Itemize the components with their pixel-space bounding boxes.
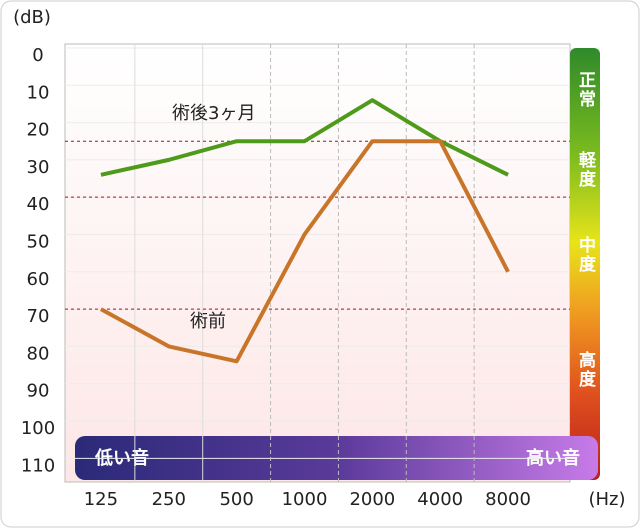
x-tick-label: 1000 [282,489,328,510]
severity-bar [570,48,600,480]
y-tick-label: 70 [27,306,50,327]
y-tick-label: 10 [27,82,50,103]
y-tick-label: 80 [27,343,50,364]
severity-label: 中度 [575,235,596,274]
severity-label: 正常 [575,71,596,109]
y-tick-label: 30 [27,157,50,178]
series-label: 術後3ヶ月 [172,103,255,124]
x-tick-label: 2000 [349,489,395,510]
severity-label: 軽度 [575,150,596,189]
y-tick-label: 90 [27,381,50,402]
y-tick-label: 40 [27,194,50,215]
y-tick-label: 20 [27,120,50,141]
x-tick-label: 125 [84,489,118,510]
x-tick-label: 500 [219,489,253,510]
y-tick-label: 0 [32,45,43,66]
series-label: 術前 [190,311,226,332]
y-tick-label: 100 [21,418,55,439]
y-axis-title: (dB) [13,7,51,28]
plot-area [64,43,571,483]
x-tick-label: 250 [152,489,186,510]
y-tick-label: 60 [27,269,50,290]
line-series [99,139,510,364]
y-tick-label: 110 [21,455,55,476]
y-tick-label: 50 [27,231,50,252]
x-axis-title: (Hz) [588,489,625,510]
severity-label: 高度 [575,350,596,389]
x-tick-label: 8000 [485,489,531,510]
x-tick-label: 4000 [417,489,463,510]
